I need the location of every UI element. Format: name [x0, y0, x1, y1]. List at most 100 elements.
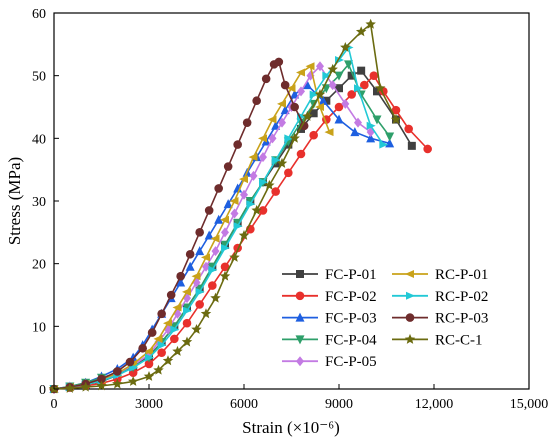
data-point [271, 187, 280, 196]
data-point [157, 341, 167, 350]
data-point [318, 95, 328, 105]
data-point [183, 306, 192, 315]
x-axis-title: Strain (×10⁻⁶) [242, 418, 340, 437]
y-tick-label: 10 [32, 320, 46, 335]
data-point [280, 105, 290, 115]
data-point [373, 87, 381, 96]
x-tick-label: 15,000 [510, 397, 549, 412]
data-point [258, 134, 267, 143]
y-tick-label: 40 [32, 132, 46, 147]
data-point [153, 334, 163, 343]
data-point [271, 120, 281, 130]
data-point [145, 353, 154, 362]
data-point [350, 127, 360, 137]
data-point [220, 215, 229, 224]
data-point [223, 199, 233, 209]
data-point [219, 270, 231, 281]
data-point [296, 149, 306, 159]
data-point [185, 261, 195, 271]
data-point [344, 60, 353, 70]
data-point [200, 308, 212, 319]
y-tick-label: 0 [39, 383, 46, 398]
data-point [267, 115, 277, 124]
data-point [182, 303, 192, 313]
data-point [289, 132, 300, 143]
data-point [316, 61, 324, 72]
data-point [220, 262, 230, 272]
data-point [299, 121, 309, 131]
plot-frame [53, 12, 530, 390]
data-point [251, 204, 262, 215]
data-point [314, 88, 326, 99]
y-tick-label: 20 [32, 258, 46, 273]
y-axis: 0 10 20 30 40 50 60 [32, 7, 59, 398]
x-tick-label: 3000 [135, 397, 163, 412]
series-rc-c-1 [48, 18, 402, 394]
legend-item-fc-p-01: FC-P-01 [282, 267, 377, 283]
data-point [214, 214, 224, 224]
legend-marker [406, 291, 415, 300]
data-point [176, 271, 185, 281]
data-point [163, 319, 172, 328]
legend-item-rc-c-1: RC-C-1 [392, 332, 483, 348]
data-point [182, 318, 192, 328]
data-point [138, 343, 147, 353]
x-tick-label: 6000 [230, 397, 258, 412]
data-point [144, 347, 153, 356]
data-point [64, 382, 76, 393]
data-point [113, 367, 122, 376]
data-point [284, 134, 294, 143]
data-point [261, 74, 271, 84]
data-point [328, 80, 337, 91]
legend-marker [295, 291, 305, 301]
data-point [296, 68, 305, 77]
data-point [315, 103, 324, 111]
legend-marker [404, 333, 416, 344]
data-point [233, 222, 243, 231]
legend-label: FC-P-02 [325, 289, 377, 305]
legend-item-rc-p-03: RC-P-03 [392, 311, 488, 327]
data-point [221, 227, 229, 238]
data-point [297, 86, 305, 97]
data-point [185, 249, 195, 259]
data-point [229, 251, 240, 262]
data-point [390, 114, 402, 124]
data-point [153, 364, 164, 375]
data-point [372, 115, 382, 125]
data-point [157, 348, 166, 357]
data-point [191, 323, 202, 334]
data-point [391, 105, 401, 115]
data-point [286, 84, 296, 93]
legend-marker [405, 270, 414, 278]
data-point [240, 189, 248, 200]
data-point [404, 124, 413, 134]
data-point [201, 253, 210, 262]
data-point [204, 206, 214, 215]
data-point [284, 168, 293, 178]
data-point [210, 234, 220, 243]
data-point [340, 41, 351, 52]
y-tick-label: 60 [32, 7, 46, 22]
data-point [233, 140, 242, 149]
data-point [327, 63, 338, 74]
data-point [223, 162, 233, 171]
data-point [210, 292, 221, 303]
y-tick-label: 50 [32, 70, 46, 85]
data-point [221, 244, 230, 252]
data-point [322, 96, 331, 105]
data-point [334, 102, 344, 112]
data-point [264, 179, 275, 190]
data-point [195, 287, 205, 296]
data-point [182, 287, 191, 296]
legend: FC-P-01 RC-P-01 FC-P-02 RC-P-02 FC-P-03 RC-P-… [282, 267, 488, 370]
data-point [290, 102, 299, 112]
data-point [147, 328, 157, 337]
data-point [302, 80, 312, 90]
data-point [170, 325, 180, 334]
legend-marker [405, 313, 415, 322]
data-point [157, 309, 166, 319]
data-point [274, 57, 284, 67]
data-point [195, 228, 204, 237]
data-point [290, 89, 300, 99]
